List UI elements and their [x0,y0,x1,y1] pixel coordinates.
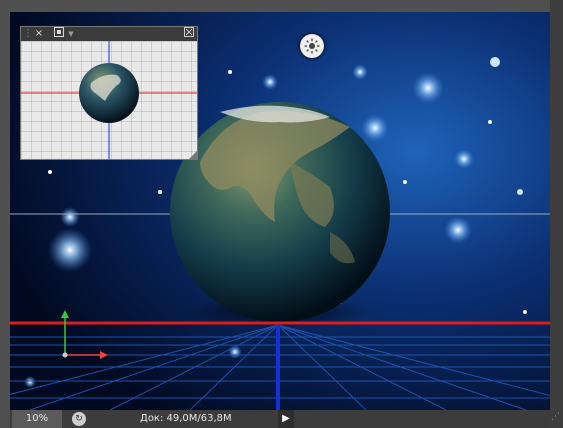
thumbnail-viewport[interactable] [21,41,197,159]
menu-arrow-icon[interactable]: ▶ [278,410,294,428]
status-icon[interactable]: ↻ [72,412,86,426]
chevron-down-icon[interactable]: ▼ [68,30,74,38]
stars [24,57,527,388]
canvas-area[interactable]: ⋮ × ▼ [10,12,550,410]
resize-grip-icon[interactable]: ⋰ [551,412,560,422]
navigator-thumbnail-panel[interactable]: ⋮ × ▼ [20,26,198,160]
grip-icon[interactable]: ⋮ [23,28,33,39]
close-icon[interactable]: × [34,28,44,39]
thumbnail-title-bar: ⋮ × ▼ [21,27,197,41]
document-size-info: Док: 49,0M/63,8M [140,413,232,424]
collapse-icon[interactable] [183,27,195,41]
floor-grid [10,324,550,410]
axis-gizmo[interactable] [61,310,108,359]
status-bar: 10% ↻ Док: 49,0M/63,8M ▶ [10,410,550,428]
panel-toggle-icon[interactable] [53,27,65,41]
earth-globe[interactable] [170,102,390,322]
light-source-sun-icon[interactable] [300,34,324,58]
zoom-level-field[interactable]: 10% [12,410,62,428]
window-right-edge [550,0,563,428]
